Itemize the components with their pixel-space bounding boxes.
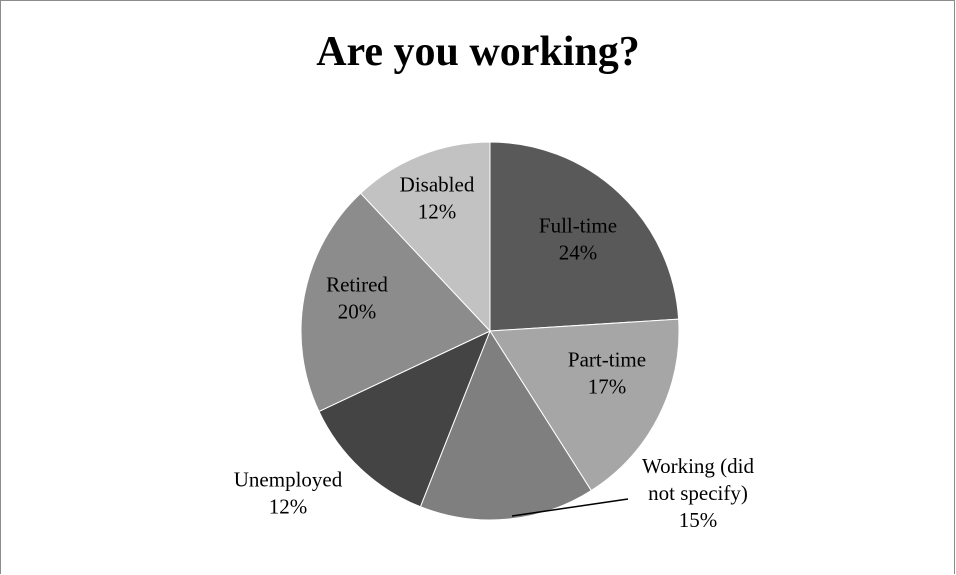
chart-title: Are you working? [316, 29, 640, 75]
data-label-retired: Retired 20% [326, 273, 388, 324]
data-label-full-time: Full-time 24% [539, 214, 617, 265]
pie-slice-working-did-not-specify [419, 329, 592, 521]
leader-lines [511, 498, 629, 517]
leader-line-working-did-not-specify [511, 498, 629, 517]
data-labels: Full-time 24% Part-time 17% Working (did not … [234, 173, 755, 533]
pie-slices [300, 141, 680, 521]
data-label-working-did-not-specify: Working (did not specify) 15% [642, 454, 755, 532]
pie-slice-disabled [359, 141, 491, 333]
data-label-disabled: Disabled 12% [400, 173, 475, 224]
data-label-part-time: Part-time 17% [568, 348, 646, 399]
pie-slice-unemployed [318, 330, 491, 508]
pie-slice-part-time [489, 318, 680, 492]
pie-slice-full-time [489, 141, 680, 332]
data-label-unemployed: Unemployed 12% [234, 468, 343, 519]
pie-slice-retired [300, 192, 491, 413]
